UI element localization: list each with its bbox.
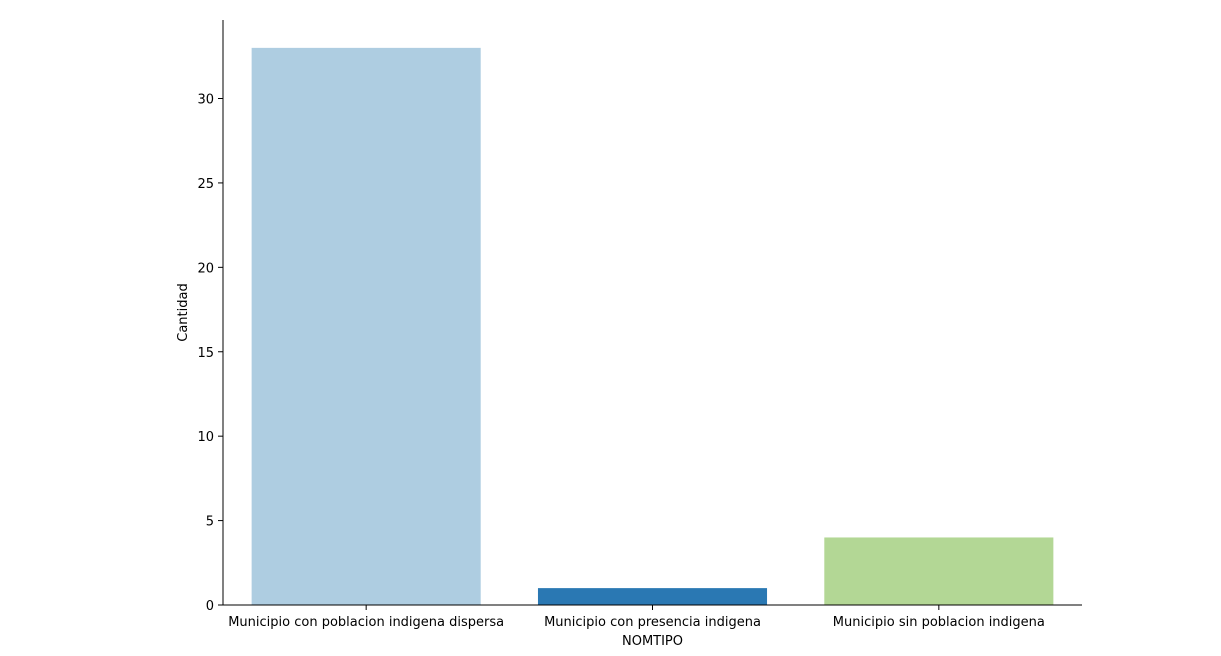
y-axis-label: Cantidad [176, 283, 191, 341]
y-tick-label: 10 [197, 430, 214, 445]
x-tick-label: Municipio sin poblacion indigena [833, 615, 1045, 630]
bars-group [251, 47, 1054, 606]
x-axis-label: NOMTIPO [622, 634, 683, 649]
y-tick-label: 5 [206, 515, 214, 530]
y-tick-label: 0 [206, 599, 214, 614]
y-tick-label: 20 [197, 261, 214, 276]
bar-1 [251, 47, 481, 606]
bar-3 [824, 537, 1054, 605]
x-axis-ticks: Municipio con poblacion indigena dispers… [228, 605, 1045, 630]
y-tick-label: 30 [197, 93, 214, 108]
bar-2 [537, 588, 768, 605]
y-axis-ticks: 0 5 10 15 20 25 30 [197, 93, 223, 614]
x-tick-label: Municipio con presencia indigena [544, 615, 761, 630]
y-tick-label: 15 [197, 346, 214, 361]
y-tick-label: 25 [197, 177, 214, 192]
x-tick-label: Municipio con poblacion indigena dispers… [228, 615, 504, 630]
